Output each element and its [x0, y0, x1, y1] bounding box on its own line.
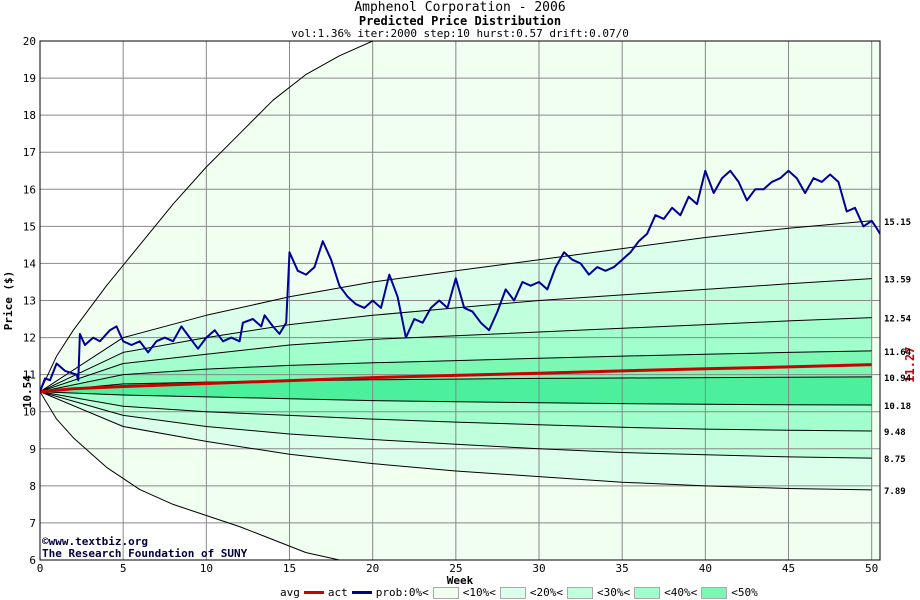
legend-band40-swatch [701, 586, 728, 599]
band-end-label: 15.15 [884, 218, 911, 228]
legend-b20-label: <20%< [529, 586, 563, 599]
y-tick-label: 8 [29, 480, 36, 493]
legend-act-swatch [351, 591, 372, 594]
band-line-p40 [40, 391, 872, 406]
y-tick-label: 13 [23, 295, 36, 308]
band-end-label: 10.18 [884, 402, 911, 412]
band-line-p90 [40, 278, 872, 393]
start-price-label: 10.54 [21, 375, 34, 408]
y-axis-label: Price ($) [2, 271, 15, 331]
band-line-p80 [40, 317, 872, 393]
x-tick-label: 0 [37, 562, 44, 575]
plot-frame [39, 40, 881, 561]
x-tick-label: 35 [616, 562, 629, 575]
band-end-label: 7.89 [884, 487, 906, 497]
y-tick-label: 14 [23, 257, 37, 270]
band-line-p60 [40, 376, 872, 393]
legend-band0-swatch [432, 586, 459, 599]
y-tick-label: 19 [23, 72, 36, 85]
band-end-label: 8.75 [884, 455, 906, 465]
x-tick-label: 25 [449, 562, 462, 575]
series-avg-line [40, 363, 872, 394]
band-line-p20 [40, 391, 872, 459]
y-tick-label: 12 [23, 332, 36, 345]
credit-org: The Research Foundation of SUNY [42, 547, 248, 560]
envelope-upper-line [40, 41, 373, 392]
x-tick-label: 20 [366, 562, 379, 575]
y-tick-label: 7 [29, 517, 36, 530]
x-tick-label: 10 [200, 562, 213, 575]
y-tick-label: 18 [23, 109, 36, 122]
y-tick-label: 17 [23, 146, 36, 159]
x-tick-label: 45 [782, 562, 795, 575]
y-tick-label: 15 [23, 220, 36, 233]
band-line-p10 [40, 391, 872, 491]
legend-b50-label: <50% [731, 586, 758, 599]
band-end-label: 9.48 [884, 428, 906, 438]
legend-avg-swatch [303, 591, 324, 594]
y-tick-label: 6 [29, 554, 36, 567]
band-line-p30 [40, 391, 872, 432]
x-tick-label: 50 [865, 562, 878, 575]
y-tick-label: 11 [23, 369, 36, 382]
band-line-p95 [40, 220, 872, 393]
legend-band10-swatch [499, 586, 526, 599]
legend-b40-label: <40%< [664, 586, 698, 599]
band-end-label: 13.59 [884, 276, 911, 286]
y-tick-label: 10 [23, 406, 36, 419]
legend-avg-label: avg [280, 586, 300, 599]
band-end-label: 11.64 [884, 348, 912, 358]
legend: avg act prob:0%< <10%< <20%< <30%< <40%<… [280, 586, 758, 599]
y-tick-label: 20 [23, 35, 36, 48]
band-end-label: 12.54 [884, 315, 912, 325]
y-tick-label: 16 [23, 183, 36, 196]
end-avg-label: 11.27 [903, 347, 917, 383]
chart-title: Amphenol Corporation - 2006 [354, 0, 566, 15]
x-tick-label: 40 [699, 562, 712, 575]
chart-parameters: vol:1.36% iter:2000 step:10 hurst:0.57 d… [291, 27, 629, 40]
legend-band30-swatch [634, 586, 661, 599]
x-tick-label: 5 [120, 562, 127, 575]
series-act-line [40, 169, 880, 393]
x-tick-label: 30 [532, 562, 545, 575]
legend-band20-swatch [566, 586, 593, 599]
y-tick-label: 9 [29, 443, 36, 456]
band-line-p70 [40, 350, 872, 393]
legend-act-label: act [327, 586, 348, 599]
legend-b10-label: <10%< [462, 586, 496, 599]
legend-b30-label: <30%< [596, 586, 631, 599]
credit-site: ©www.textbiz.org [42, 535, 148, 548]
band-end-label: 10.94 [884, 374, 912, 384]
legend-prob-label: prob:0%< [375, 586, 429, 599]
chart-subtitle: Predicted Price Distribution [358, 14, 562, 28]
x-tick-label: 15 [283, 562, 296, 575]
envelope-lower-line [40, 391, 340, 560]
x-axis-label: Week [447, 574, 474, 587]
